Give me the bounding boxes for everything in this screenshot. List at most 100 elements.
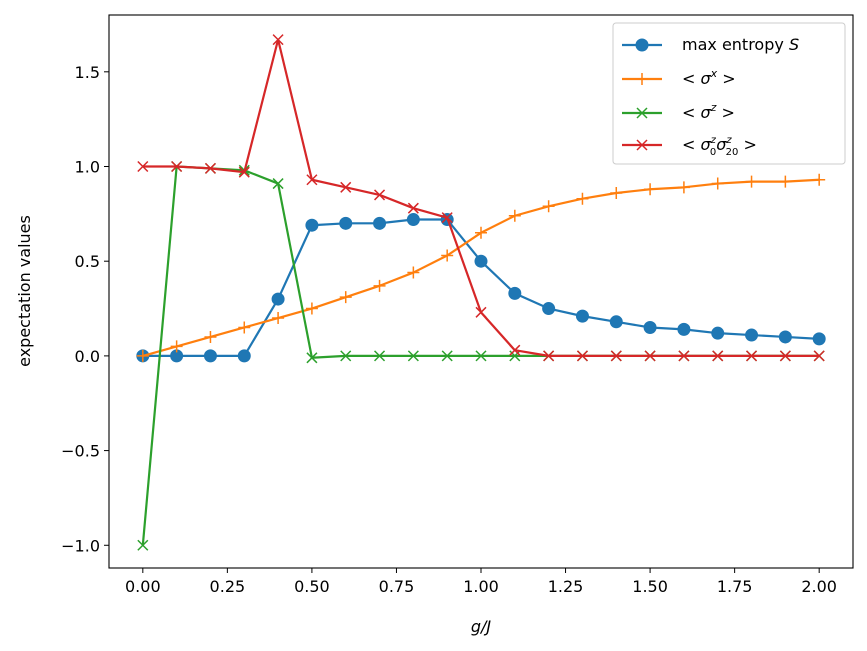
data-point xyxy=(237,349,251,363)
data-point xyxy=(238,166,250,178)
data-point xyxy=(272,312,285,325)
data-point xyxy=(644,350,656,362)
data-point xyxy=(137,539,149,551)
data-point xyxy=(305,218,319,232)
data-point xyxy=(441,249,454,262)
x-tick-label: 1.75 xyxy=(717,577,753,596)
data-point xyxy=(406,213,420,227)
legend-box xyxy=(612,22,846,165)
x-tick-label: 1.00 xyxy=(463,577,499,596)
data-point xyxy=(509,344,521,356)
data-point xyxy=(306,352,318,364)
data-point xyxy=(441,212,453,224)
data-point xyxy=(474,254,488,268)
y-tick-label: 0.5 xyxy=(75,252,100,271)
data-point xyxy=(644,183,657,196)
data-point xyxy=(813,173,826,186)
x-tick-label: 1.25 xyxy=(548,577,584,596)
legend-marker xyxy=(636,107,648,119)
data-point xyxy=(508,209,521,222)
y-tick-label: 1.5 xyxy=(75,63,100,82)
data-point xyxy=(339,291,352,304)
data-point xyxy=(305,302,318,315)
legend-label-sigma-x: < σx > xyxy=(682,67,736,88)
data-point xyxy=(407,350,419,362)
legend-marker xyxy=(636,73,648,85)
x-tick-label: 0.25 xyxy=(210,577,246,596)
data-point xyxy=(576,192,589,205)
data-point xyxy=(136,349,149,362)
y-tick-label: 0.0 xyxy=(75,347,100,366)
data-point xyxy=(745,328,759,342)
data-point xyxy=(441,350,453,362)
legend: max entropy S < σx > < σz > < σz 0σz 20 > xyxy=(612,22,846,165)
data-point xyxy=(813,350,825,362)
data-point xyxy=(542,200,555,213)
data-point xyxy=(374,350,386,362)
y-tick-label: −0.5 xyxy=(61,442,100,461)
data-point xyxy=(407,266,420,279)
legend-marker xyxy=(636,139,648,151)
data-point xyxy=(543,350,555,362)
data-point xyxy=(475,226,487,239)
data-point xyxy=(711,177,724,190)
data-point xyxy=(610,187,623,200)
data-point xyxy=(340,350,352,362)
legend-label-sigma-z: < σz > xyxy=(682,101,735,122)
axes-layer: 0.00 0.25 0.50 0.75 1.00 1.25 1.50 1.75 2.00 −1.0… xyxy=(61,63,837,596)
legend-label-correlation: < σz 0σz 20 > xyxy=(682,135,757,158)
data-point xyxy=(712,350,724,362)
data-point xyxy=(677,322,691,336)
data-point xyxy=(779,350,791,362)
data-point xyxy=(272,34,284,46)
series-2 xyxy=(136,173,826,362)
data-point xyxy=(677,181,690,194)
x-tick-label: 2.00 xyxy=(801,577,837,596)
data-point xyxy=(575,309,589,323)
data-point xyxy=(373,216,387,230)
legend-markers xyxy=(622,38,662,151)
y-tick-label: 1.0 xyxy=(75,158,100,177)
data-point xyxy=(508,286,522,300)
data-point xyxy=(576,350,588,362)
data-point xyxy=(678,350,690,362)
data-point xyxy=(746,350,758,362)
data-point xyxy=(542,302,556,316)
data-point xyxy=(475,306,487,318)
y-tick-label: −1.0 xyxy=(61,536,100,555)
series-4 xyxy=(137,34,825,362)
data-point xyxy=(610,350,622,362)
data-point xyxy=(170,340,183,353)
data-point xyxy=(778,330,792,344)
data-point xyxy=(374,189,386,201)
data-point xyxy=(609,315,623,329)
data-point xyxy=(171,160,183,173)
x-tick-label: 0.50 xyxy=(294,577,330,596)
data-point xyxy=(203,349,217,363)
data-point xyxy=(306,174,318,186)
x-tick-label: 0.75 xyxy=(379,577,415,596)
legend-marker xyxy=(635,38,649,52)
data-point xyxy=(204,162,216,174)
data-point xyxy=(711,326,725,340)
data-point xyxy=(407,202,419,214)
data-point xyxy=(137,160,149,173)
data-point xyxy=(339,216,353,230)
data-point xyxy=(271,292,285,306)
data-point xyxy=(643,320,657,334)
y-axis-label: expectation values xyxy=(15,215,34,367)
data-point xyxy=(812,332,826,346)
data-point xyxy=(373,279,386,292)
x-tick-label: 0.00 xyxy=(125,577,161,596)
series-1 xyxy=(136,213,826,363)
series-layer xyxy=(136,34,826,551)
data-point xyxy=(238,321,251,334)
data-point xyxy=(340,181,352,193)
x-axis-label: g/J xyxy=(471,617,492,636)
data-point xyxy=(475,350,487,362)
data-point xyxy=(779,175,792,188)
x-tick-label: 1.50 xyxy=(632,577,668,596)
data-point xyxy=(204,330,217,343)
data-point xyxy=(272,178,284,190)
